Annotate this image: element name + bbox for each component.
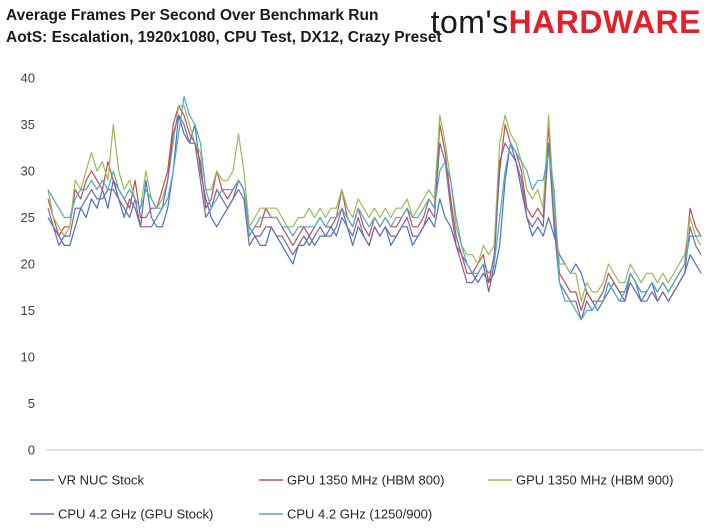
chart-axes: 0 5 10 15 20 25 30 35 40 [21, 71, 703, 458]
y-tick-label: 35 [21, 117, 35, 132]
legend-label: VR NUC Stock [58, 473, 144, 488]
chart-title: Average Frames Per Second Over Benchmark… [6, 7, 379, 24]
brand-logo-part1: tom's [430, 4, 509, 40]
y-tick-label: 10 [21, 350, 35, 365]
y-tick-label: 15 [21, 303, 35, 318]
series-line-3 [47, 105, 702, 302]
chart-subtitle: AotS: Escalation, 1920x1080, CPU Test, D… [6, 29, 442, 46]
legend-label: CPU 4.2 GHz (GPU Stock) [58, 507, 213, 522]
legend-label: CPU 4.2 GHz (1250/900) [287, 507, 432, 522]
chart-legend: VR NUC Stock GPU 1350 MHz (HBM 800) GPU 13… [30, 473, 674, 522]
chart-series-lines [47, 95, 702, 321]
y-tick-label: 40 [21, 71, 35, 86]
series-line-5 [47, 95, 701, 321]
brand-logo-part2: HARDWARE [508, 4, 701, 40]
brand-logo: tom'sHARDWARE [431, 4, 701, 41]
y-tick-label: 5 [28, 396, 35, 411]
y-tick-label: 25 [21, 210, 35, 225]
y-tick-label: 30 [21, 164, 35, 179]
y-tick-label: 0 [28, 443, 35, 458]
legend-label: GPU 1350 MHz (HBM 900) [516, 473, 674, 488]
legend-label: GPU 1350 MHz (HBM 800) [287, 473, 445, 488]
y-tick-label: 20 [21, 257, 35, 272]
